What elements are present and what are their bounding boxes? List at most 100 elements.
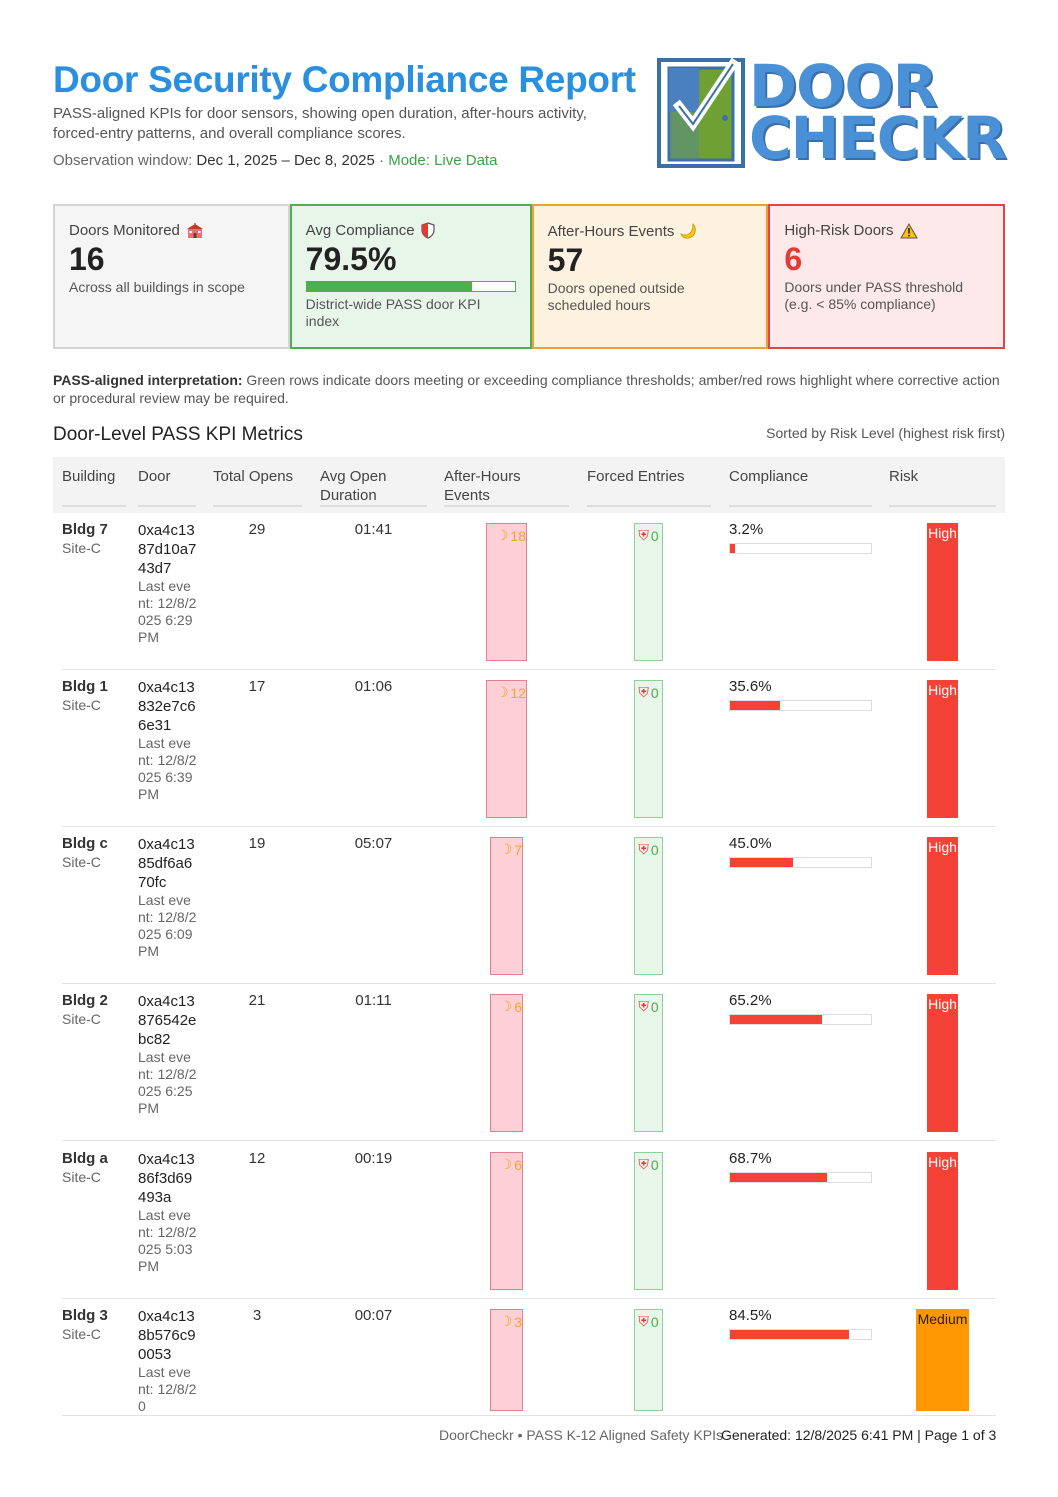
cell-avg-duration: 00:07 bbox=[354, 1307, 393, 1324]
col-avg-duration: Avg Open Duration bbox=[320, 468, 387, 504]
door-id: 0xa4c1385df6a670fc bbox=[138, 836, 195, 891]
col-compliance-underline bbox=[729, 505, 872, 507]
after-hours-count: 18 bbox=[510, 527, 526, 544]
door-id: 0xa4c1387d10a743d7 bbox=[138, 522, 197, 577]
kpi-high-risk-label: High-Risk Doors bbox=[784, 222, 894, 239]
cell-door: 0xa4c1385df6a670fc Last event: 12/8/2025 … bbox=[138, 835, 198, 960]
cell-forced-badge: ⛨ 0 bbox=[634, 837, 663, 975]
table-row: Bldg c Site-C 0xa4c1385df6a670fc Last eve… bbox=[53, 827, 1005, 984]
compliance-bar bbox=[729, 700, 872, 711]
kpi-avg-compliance: Avg Compliance 79.5% District-wide PASS … bbox=[289, 204, 532, 349]
kpi-high-risk: High-Risk Doors 6 Doors under PASS thres… bbox=[768, 204, 1006, 349]
last-event: Last event: 12/8/2025 6:25 PM bbox=[138, 1049, 197, 1116]
table-row: Bldg 7 Site-C 0xa4c1387d10a743d7 Last eve… bbox=[53, 513, 1005, 670]
risk-badge: High bbox=[927, 523, 958, 661]
compliance-bar bbox=[729, 857, 872, 868]
row-divider bbox=[62, 1140, 996, 1141]
cell-compliance-pct: 68.7% bbox=[729, 1150, 772, 1167]
cell-site: Site-C bbox=[62, 697, 101, 713]
interpretation-text: Green rows indicate doors meeting or exc… bbox=[53, 372, 1000, 406]
after-hours-count: 6 bbox=[514, 998, 522, 1015]
observation-window-label: Observation window: bbox=[53, 152, 193, 169]
after-hours-count: 12 bbox=[510, 684, 526, 701]
col-risk: Risk bbox=[889, 468, 919, 485]
cell-total-opens: 21 bbox=[248, 992, 266, 1009]
risk-badge: High bbox=[927, 680, 958, 818]
moon-icon: ☽ bbox=[495, 527, 509, 543]
moon-icon: ☽ bbox=[499, 841, 513, 857]
cell-building: Bldg c bbox=[62, 835, 108, 852]
cell-site: Site-C bbox=[62, 540, 101, 556]
compliance-bar bbox=[729, 543, 872, 554]
col-duration-underline bbox=[320, 505, 427, 507]
shield-icon: ⛨ bbox=[638, 527, 649, 543]
cell-compliance-pct: 3.2% bbox=[729, 521, 764, 538]
table-title: Door-Level PASS KPI Metrics bbox=[53, 424, 303, 445]
kpi-after-hours: After-Hours Events 57 Doors opened outsi… bbox=[531, 204, 769, 349]
moon-icon: ☽ bbox=[499, 998, 513, 1014]
last-event: Last event: 12/8/2025 6:29 PM bbox=[138, 578, 197, 645]
risk-badge: High bbox=[927, 994, 958, 1132]
kpi-compliance-value: 79.5% bbox=[305, 241, 397, 277]
shield-icon: ⛨ bbox=[638, 998, 649, 1014]
table-row: Bldg 3 Site-C 0xa4c138b576c90053 Last eve… bbox=[53, 1299, 1005, 1416]
kpi-doors-label: Doors Monitored bbox=[69, 222, 180, 239]
kpi-doors-value: 16 bbox=[69, 241, 105, 277]
cell-forced-badge: ⛨ 0 bbox=[634, 1309, 663, 1411]
risk-badge: High bbox=[927, 837, 958, 975]
cell-after-hours-badge: ☽ 3 bbox=[490, 1309, 523, 1411]
compliance-bar bbox=[729, 1014, 872, 1025]
door-check-icon bbox=[657, 58, 745, 168]
cell-after-hours-badge: ☽ 7 bbox=[490, 837, 523, 975]
shield-icon: ⛨ bbox=[638, 841, 649, 857]
cell-total-opens: 3 bbox=[252, 1307, 262, 1324]
cell-avg-duration: 00:19 bbox=[354, 1150, 393, 1167]
kpi-after-hours-note: Doors opened outside scheduled hours bbox=[547, 280, 685, 313]
cell-after-hours-badge: ☽ 18 bbox=[486, 523, 527, 661]
col-opens-underline bbox=[213, 505, 302, 507]
cell-building: Bldg a bbox=[62, 1150, 108, 1167]
row-divider bbox=[62, 983, 996, 984]
col-door-underline bbox=[138, 505, 196, 507]
forced-count: 0 bbox=[650, 998, 659, 1015]
forced-count: 0 bbox=[650, 684, 659, 701]
compliance-bar bbox=[729, 1329, 872, 1340]
moon-icon bbox=[680, 223, 697, 239]
col-building-underline bbox=[62, 505, 126, 507]
compliance-bar-fill bbox=[730, 858, 794, 867]
compliance-bar-fill bbox=[730, 1015, 822, 1024]
cell-door: 0xa4c138b576c90053 Last event: 12/8/20 bbox=[138, 1307, 198, 1415]
logo-text-line2: CHECKR bbox=[749, 104, 1007, 172]
cell-forced-badge: ⛨ 0 bbox=[634, 994, 663, 1132]
after-hours-count: 6 bbox=[514, 1156, 522, 1173]
row-divider bbox=[62, 826, 996, 827]
cell-total-opens: 12 bbox=[248, 1150, 266, 1167]
cell-compliance-pct: 65.2% bbox=[729, 992, 772, 1009]
cell-site: Site-C bbox=[62, 1326, 101, 1342]
shield-icon: ⛨ bbox=[638, 1156, 649, 1172]
report-title: Door Security Compliance Report bbox=[53, 59, 636, 100]
report-header: Door Security Compliance Report PASS-ali… bbox=[53, 52, 1007, 178]
compliance-bar-fill bbox=[730, 701, 781, 710]
col-risk-underline bbox=[889, 505, 996, 507]
report-subtitle: PASS-aligned KPIs for door sensors, show… bbox=[53, 105, 587, 142]
cell-forced-badge: ⛨ 0 bbox=[634, 523, 663, 661]
kpi-compliance-progress-fill bbox=[306, 282, 473, 291]
compliance-bar bbox=[729, 1172, 872, 1183]
cell-door: 0xa4c13876542ebc82 Last event: 12/8/2025 … bbox=[138, 992, 198, 1117]
compliance-bar-fill bbox=[730, 1330, 850, 1339]
cell-door: 0xa4c13832e7c66e31 Last event: 12/8/2025 … bbox=[138, 678, 198, 803]
cell-site: Site-C bbox=[62, 854, 101, 870]
kpi-compliance-note: District-wide PASS door KPI index bbox=[305, 296, 481, 329]
cell-compliance-pct: 35.6% bbox=[729, 678, 772, 695]
door-id: 0xa4c13876542ebc82 bbox=[138, 993, 197, 1048]
row-divider bbox=[62, 1298, 996, 1299]
cell-site: Site-C bbox=[62, 1011, 101, 1027]
col-forced-entries: Forced Entries bbox=[587, 468, 685, 485]
cell-door: 0xa4c1386f3d69493a Last event: 12/8/2025 … bbox=[138, 1150, 198, 1275]
kpi-compliance-progress bbox=[305, 281, 516, 292]
row-divider bbox=[62, 1415, 996, 1416]
footer-brand: DoorCheckr • PASS K-12 Aligned Safety KP… bbox=[439, 1427, 723, 1443]
shield-icon bbox=[421, 222, 435, 239]
cell-total-opens: 17 bbox=[248, 678, 266, 695]
